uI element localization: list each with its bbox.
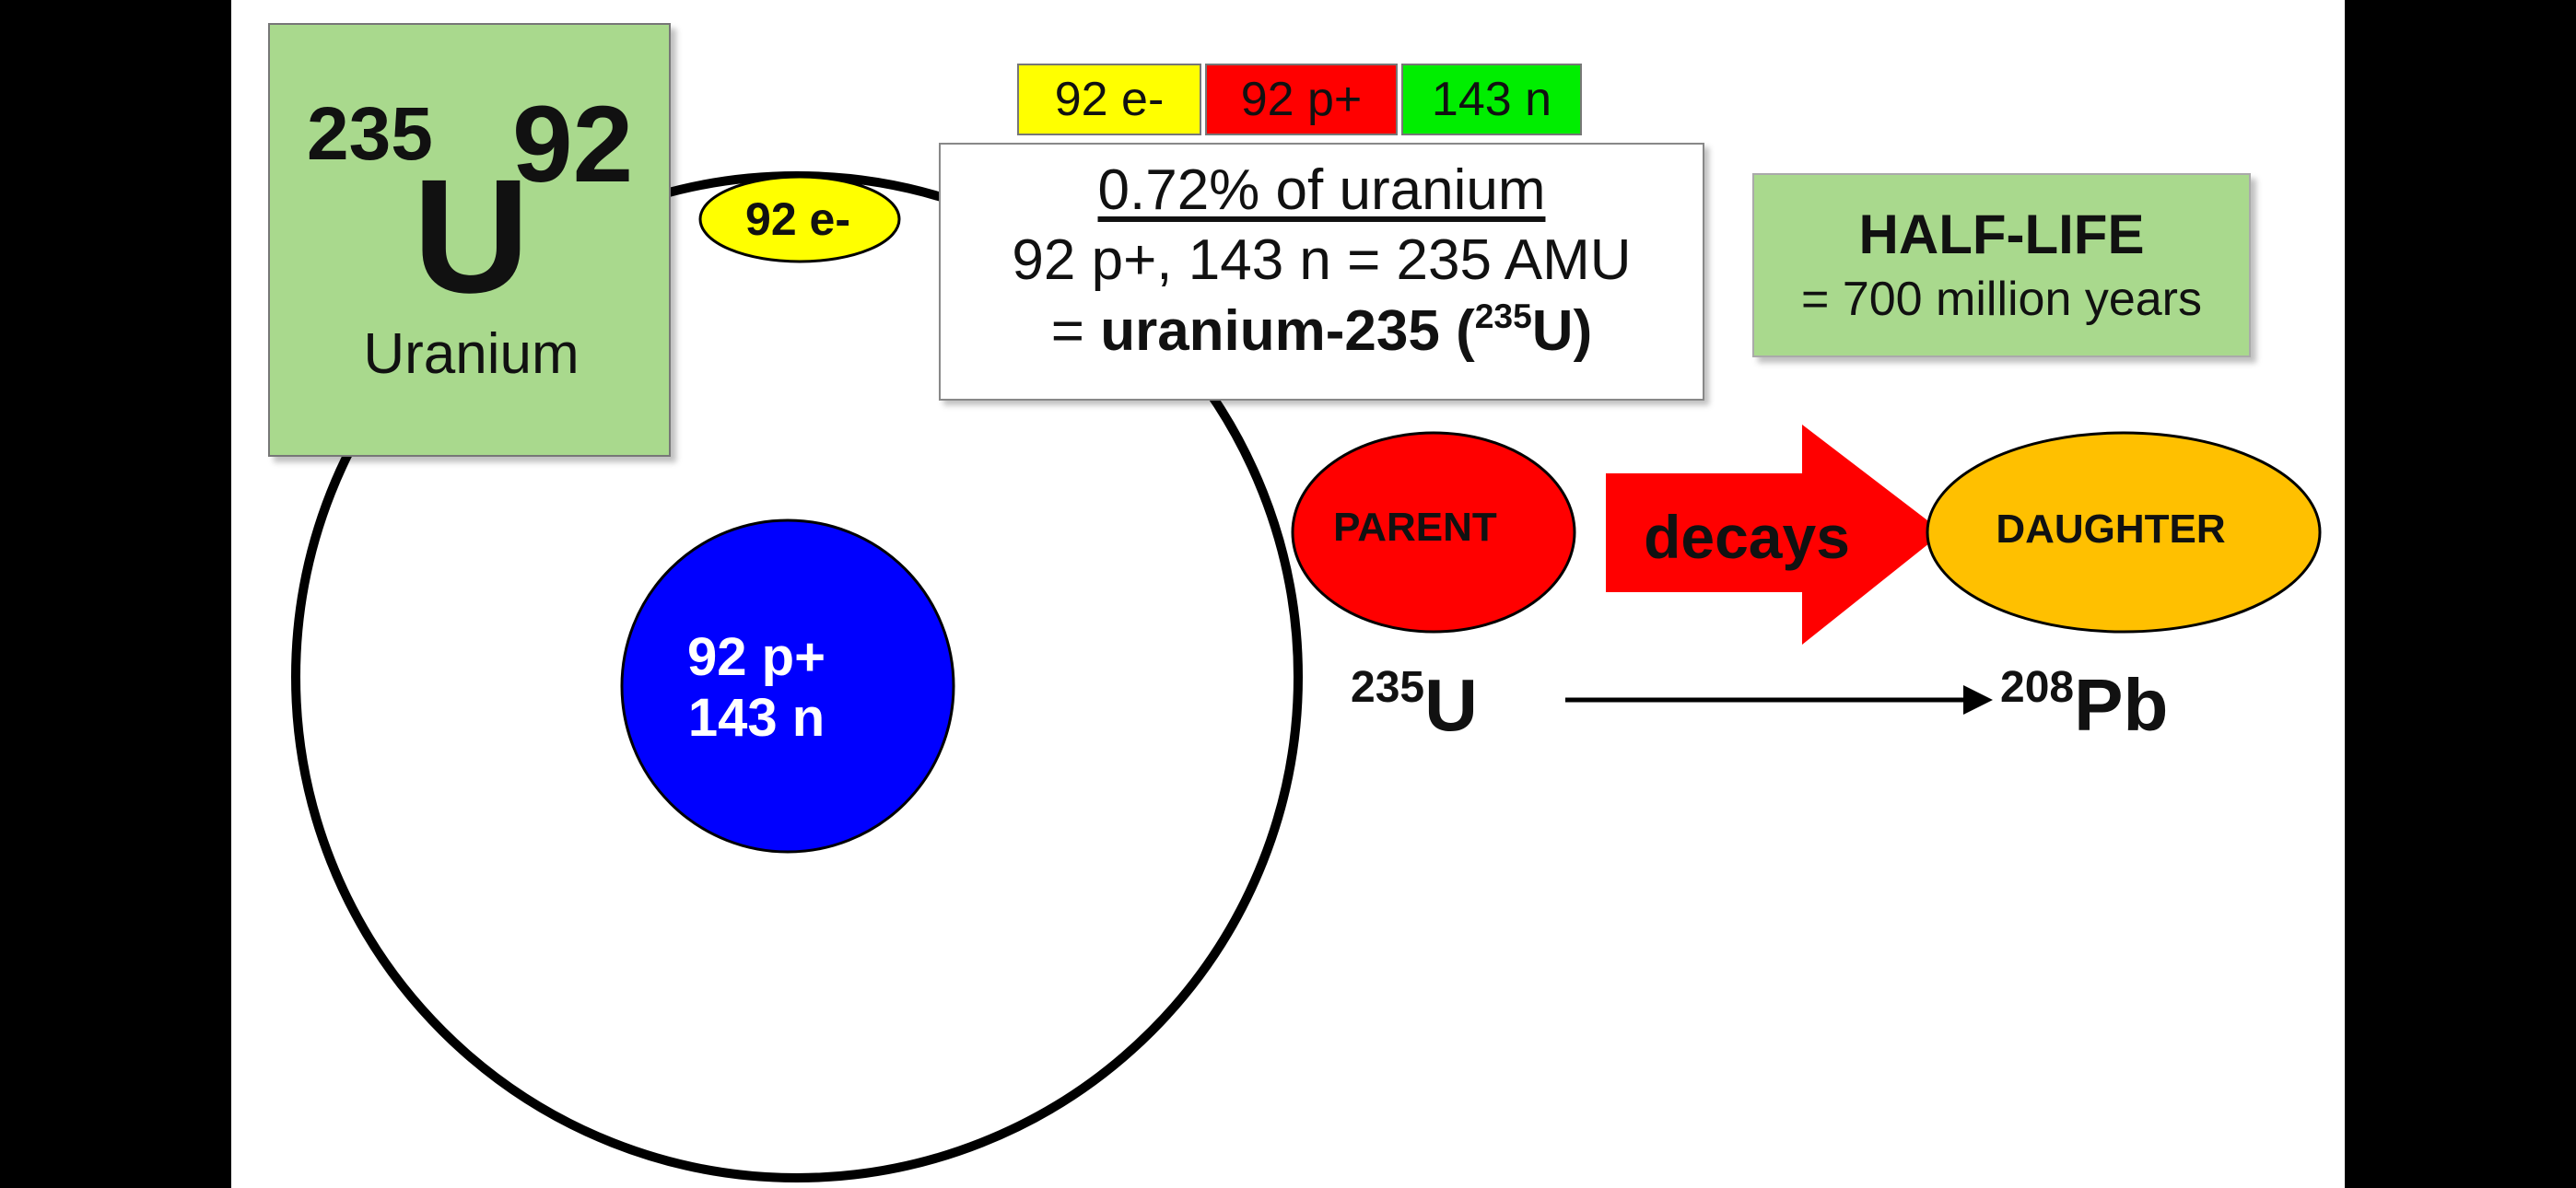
daughter-symbol: Pb xyxy=(2074,664,2169,746)
parent-ellipse xyxy=(1291,431,1576,634)
daughter-label: DAUGHTER xyxy=(1996,507,2226,552)
isotope-name-text: = uranium-235 (235U) xyxy=(941,298,1703,364)
tile-atomic-number: 92 xyxy=(512,84,634,205)
tile-mass-number: 235 xyxy=(307,92,433,176)
daughter-ellipse xyxy=(1926,431,2322,634)
composition-text: 92 p+, 143 n = 235 AMU xyxy=(1012,228,1632,292)
isotope-mass-superscript: 235 xyxy=(1474,296,1532,335)
electron xyxy=(698,175,901,263)
tile-element-name: Uranium xyxy=(363,322,580,386)
reaction-arrow-head xyxy=(1963,685,1993,715)
half-life-value: = 700 million years xyxy=(1801,273,2202,326)
nucleus-protons-label: 92 p+ xyxy=(687,627,825,687)
electron-count-box: 92 e- xyxy=(1017,64,1201,135)
nucleus-neutrons-label: 143 n xyxy=(687,688,825,748)
half-life-title: HALF-LIFE xyxy=(1858,204,2145,265)
diagram-drawing xyxy=(291,171,2322,1182)
slide-canvas: 235 92 U Uranium 92 e- 92 p+ 143 n 0.72%… xyxy=(231,0,2345,1188)
half-life-box: HALF-LIFE = 700 million years xyxy=(1752,173,2251,357)
daughter-isotope: 208Pb xyxy=(2000,663,2168,748)
electron-label: 92 e- xyxy=(745,193,850,245)
isotope-info-box: 0.72% of uranium 92 p+, 143 n = 235 AMU … xyxy=(939,143,1704,401)
element-tile: 235 92 U Uranium xyxy=(268,23,671,457)
daughter-mass-superscript: 208 xyxy=(2000,662,2075,712)
parent-symbol: U xyxy=(1424,664,1478,746)
abundance-text: 0.72% of uranium xyxy=(1097,158,1546,222)
proton-count-box: 92 p+ xyxy=(1205,64,1398,135)
parent-label: PARENT xyxy=(1333,505,1497,550)
parent-mass-superscript: 235 xyxy=(1351,662,1425,712)
parent-isotope: 235U xyxy=(1351,663,1478,748)
isotope-name-bold: uranium-235 (235U) xyxy=(1100,296,1593,363)
neutron-count-box: 143 n xyxy=(1401,64,1582,135)
decays-label: decays xyxy=(1644,503,1850,571)
nucleus xyxy=(620,518,955,854)
tile-symbol: U xyxy=(412,146,531,327)
isotope-symbol: U) xyxy=(1531,299,1593,363)
decays-arrow xyxy=(1606,425,1943,645)
isotope-name-prefix: = xyxy=(1050,299,1101,363)
isotope-name: uranium-235 ( xyxy=(1100,299,1475,363)
